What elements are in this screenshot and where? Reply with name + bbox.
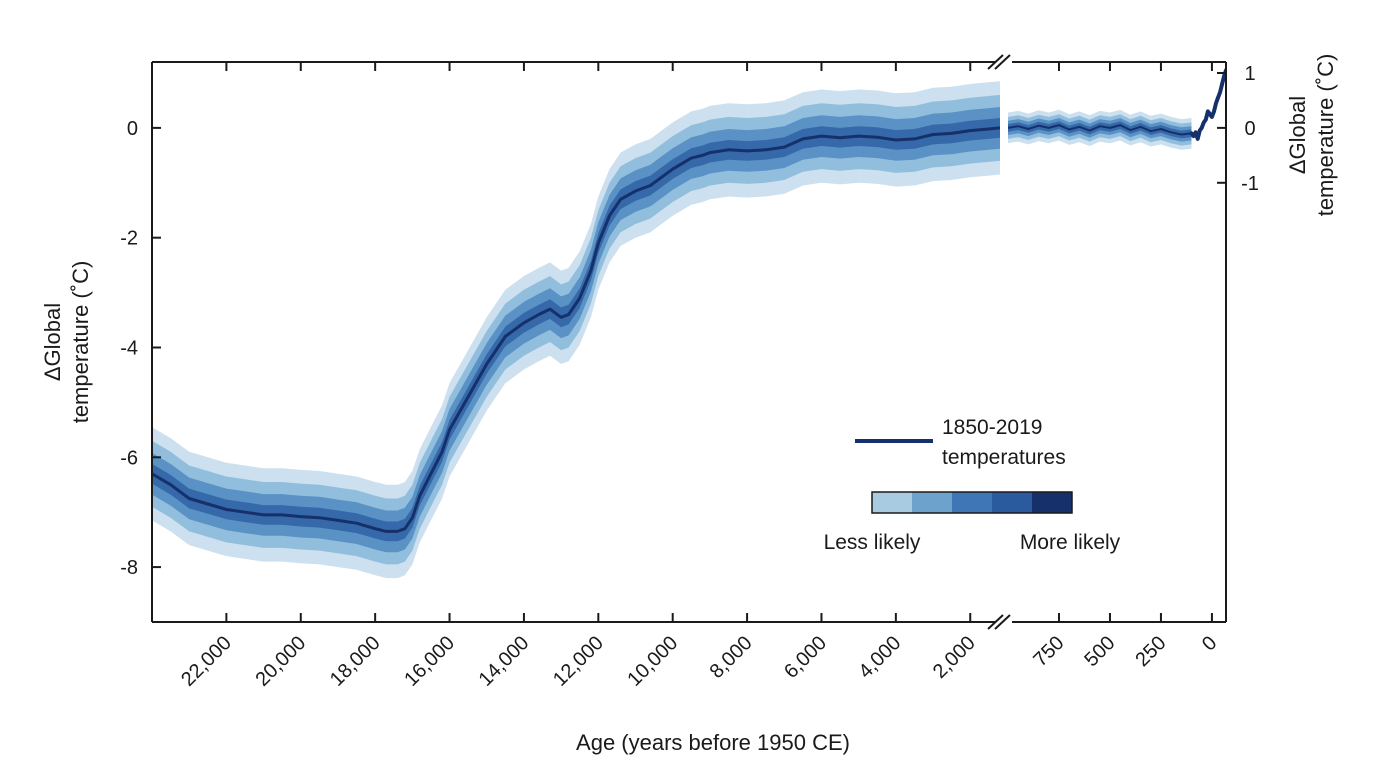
x-tick-right-label: 750	[1029, 632, 1068, 671]
x-tick-right-label: 250	[1131, 632, 1170, 671]
x-tick-left-label: 8,000	[706, 632, 757, 683]
x-tick-left-label: 22,000	[177, 632, 236, 691]
axis-break-mark	[994, 614, 1011, 630]
y-axis-title-left-line: ΔGlobal	[40, 303, 65, 381]
likelihood-scale-border	[871, 491, 1073, 514]
median-line-right	[1008, 124, 1192, 136]
y-axis-title-left: ΔGlobal temperature (˚C)	[40, 261, 93, 424]
uncertainty-band-2	[152, 94, 1000, 565]
x-tick-left-label: 10,000	[623, 632, 682, 691]
y-tick-label-right: 0	[1244, 118, 1255, 140]
y-tick-label-left: -8	[120, 557, 138, 579]
x-tick-left-label: 20,000	[251, 632, 310, 691]
x-tick-left-label: 16,000	[400, 632, 459, 691]
legend-more-likely: More likely	[1020, 531, 1121, 554]
y-tick-label-left: 0	[127, 118, 138, 140]
x-tick-left-label: 2,000	[929, 632, 980, 683]
y-tick-label-left: -2	[120, 228, 138, 250]
x-tick-right-label: 500	[1080, 632, 1119, 671]
likelihood-swatch-4	[992, 492, 1032, 513]
axis-break-mark	[987, 54, 1004, 70]
x-tick-left-label: 12,000	[549, 632, 608, 691]
axis-break-mark	[987, 614, 1004, 630]
y-axis-title-right: ΔGlobal temperature (˚C)	[1285, 54, 1338, 217]
x-tick-left-label: 4,000	[854, 632, 905, 683]
y-axis-title-left-line: temperature (˚C)	[68, 261, 93, 424]
y-tick-label-right: -1	[1241, 173, 1259, 195]
legend-less-likely: Less likely	[824, 531, 921, 554]
y-axis-title-right-line: ΔGlobal	[1285, 96, 1310, 174]
x-tick-right-label: 0	[1198, 632, 1221, 655]
likelihood-swatch-5	[1032, 492, 1072, 513]
x-axis-title: Age (years before 1950 CE)	[576, 730, 850, 755]
legend-line-label-line: 1850-2019	[942, 416, 1042, 439]
y-tick-label-right: 1	[1244, 63, 1255, 85]
axis-break-mark	[994, 54, 1011, 70]
median-line-left	[152, 126, 1000, 533]
legend-line-label-line: temperatures	[942, 446, 1066, 469]
y-tick-label-left: -6	[120, 447, 138, 469]
x-tick-left-label: 14,000	[475, 632, 534, 691]
plot-area	[152, 68, 1226, 579]
legend-line-label: 1850-2019 temperatures	[942, 416, 1066, 469]
x-tick-left-label: 6,000	[780, 632, 831, 683]
y-axis-title-right-line: temperature (˚C)	[1313, 54, 1338, 217]
legend: 1850-2019 temperatures Less likely More lik…	[824, 416, 1121, 554]
likelihood-swatch-2	[912, 492, 952, 513]
x-tick-left-label: 18,000	[326, 632, 385, 691]
y-tick-label-left: -4	[120, 337, 138, 359]
likelihood-swatch-1	[872, 492, 912, 513]
observed-temperature-line	[1189, 68, 1226, 141]
likelihood-swatch-3	[952, 492, 992, 513]
reconstruction-left	[152, 81, 1000, 579]
reconstruction-right	[1008, 68, 1226, 150]
